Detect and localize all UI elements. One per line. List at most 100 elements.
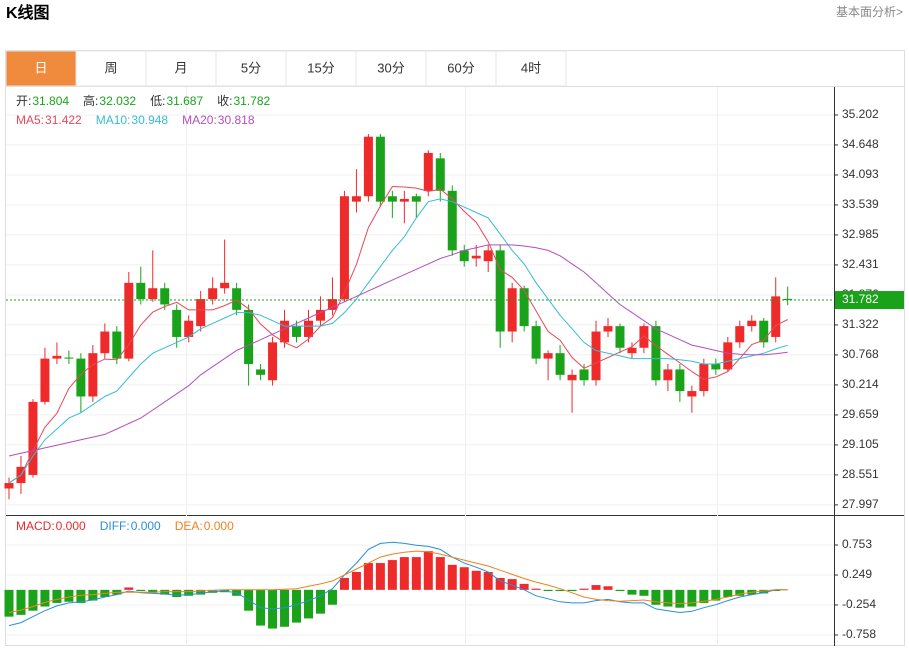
candle-body bbox=[40, 358, 50, 402]
tab-label[interactable]: 4时 bbox=[521, 60, 541, 75]
tab-label[interactable]: 日 bbox=[34, 60, 47, 75]
tab[interactable] bbox=[5, 50, 77, 87]
tab-label[interactable]: 60分 bbox=[447, 60, 474, 75]
candle-body bbox=[399, 198, 409, 202]
macd-bar bbox=[196, 589, 206, 595]
macd-bar bbox=[507, 579, 517, 590]
candle-body bbox=[375, 136, 385, 202]
macd-bar bbox=[184, 589, 194, 596]
tab[interactable] bbox=[355, 50, 427, 87]
ma-line bbox=[8, 198, 788, 484]
y-tick-label: 0.753 bbox=[842, 537, 872, 551]
candle-body bbox=[208, 288, 218, 300]
y-tick-label: 28.551 bbox=[842, 467, 879, 481]
candle-body bbox=[459, 250, 469, 262]
macd-bar bbox=[627, 589, 637, 595]
fundamental-link[interactable]: 基本面分析> bbox=[836, 5, 903, 19]
candle-body bbox=[339, 196, 349, 300]
tab[interactable] bbox=[425, 50, 497, 87]
candle-body bbox=[172, 309, 182, 337]
macd-bar bbox=[519, 583, 529, 590]
macd-bar bbox=[711, 589, 721, 601]
macd-bar bbox=[567, 589, 577, 592]
macd-bar bbox=[435, 557, 445, 590]
macd-bar bbox=[675, 589, 685, 608]
info-value: 30.948 bbox=[131, 113, 168, 127]
tab[interactable] bbox=[495, 50, 567, 87]
macd-bar bbox=[723, 589, 733, 597]
macd-bar bbox=[579, 588, 589, 590]
macd-bar bbox=[543, 589, 553, 592]
candle-body bbox=[615, 326, 625, 348]
candle-body bbox=[591, 331, 601, 381]
tab[interactable] bbox=[215, 50, 287, 87]
candle-body bbox=[735, 326, 745, 343]
macd-bar bbox=[88, 589, 98, 601]
y-tick-label: 32.985 bbox=[842, 227, 879, 241]
macd-bar bbox=[160, 589, 170, 595]
candle-body bbox=[471, 255, 481, 259]
last-price-label: 31.782 bbox=[842, 292, 879, 306]
candle-body bbox=[543, 353, 553, 359]
y-tick-label: 30.768 bbox=[842, 347, 879, 361]
macd-bar bbox=[327, 589, 337, 605]
y-tick-label: 34.648 bbox=[842, 137, 879, 151]
macd-bar bbox=[423, 551, 433, 590]
candle-body bbox=[351, 196, 361, 202]
candle-body bbox=[327, 299, 337, 310]
candle-body bbox=[723, 342, 733, 370]
tab-label[interactable]: 5分 bbox=[241, 60, 261, 75]
macd-line bbox=[8, 550, 788, 613]
y-tick-label: 29.659 bbox=[842, 407, 879, 421]
info-label: 开: bbox=[16, 94, 31, 108]
candle-body bbox=[507, 288, 517, 332]
tab-label[interactable]: 周 bbox=[104, 60, 117, 75]
macd-bar bbox=[280, 589, 290, 627]
y-tick-label: 34.093 bbox=[842, 167, 879, 181]
candle-body bbox=[112, 331, 122, 359]
info-label: MA10: bbox=[96, 113, 131, 127]
tab-label[interactable]: 15分 bbox=[307, 60, 334, 75]
candle-body bbox=[4, 483, 14, 489]
candle-body bbox=[292, 326, 302, 337]
candle-body bbox=[387, 196, 397, 202]
macd-bar bbox=[495, 577, 505, 590]
frame bbox=[5, 50, 905, 646]
candle-body bbox=[519, 288, 529, 327]
info-label: 收: bbox=[217, 94, 232, 108]
info-label: MA20: bbox=[182, 113, 217, 127]
macd-bar bbox=[304, 589, 313, 619]
y-tick-label: 29.105 bbox=[842, 437, 879, 451]
candle-body bbox=[783, 298, 793, 301]
info-label: 高: bbox=[83, 93, 98, 108]
macd-bar bbox=[411, 557, 421, 590]
macd-bar bbox=[172, 589, 182, 597]
candle-body bbox=[220, 282, 230, 289]
macd-bar bbox=[76, 589, 86, 603]
macd-bar bbox=[315, 589, 325, 614]
candle-body bbox=[531, 326, 541, 359]
candle-body bbox=[315, 309, 325, 321]
candle-body bbox=[232, 288, 242, 310]
candle-body bbox=[52, 355, 62, 359]
y-tick-label: 0.249 bbox=[842, 567, 872, 581]
macd-bar bbox=[663, 589, 673, 607]
candle-body bbox=[64, 357, 74, 359]
macd-bar bbox=[64, 589, 74, 602]
candle-body bbox=[435, 158, 445, 191]
tab[interactable] bbox=[285, 50, 357, 87]
tab-label[interactable]: 30分 bbox=[377, 60, 404, 75]
info-value: 31.782 bbox=[233, 94, 270, 108]
candle-body bbox=[651, 326, 661, 381]
macd-bar bbox=[471, 570, 481, 590]
candle-body bbox=[148, 288, 158, 300]
macd-bar bbox=[387, 560, 397, 590]
last-price-tag bbox=[835, 291, 904, 310]
candle-body bbox=[256, 369, 266, 375]
time-grid bbox=[186, 87, 718, 646]
info-value: 0.000 bbox=[204, 519, 234, 533]
macd-bar bbox=[651, 589, 661, 605]
macd-bar bbox=[555, 589, 565, 592]
candle-body bbox=[76, 358, 86, 397]
tab-label[interactable]: 月 bbox=[174, 60, 187, 75]
